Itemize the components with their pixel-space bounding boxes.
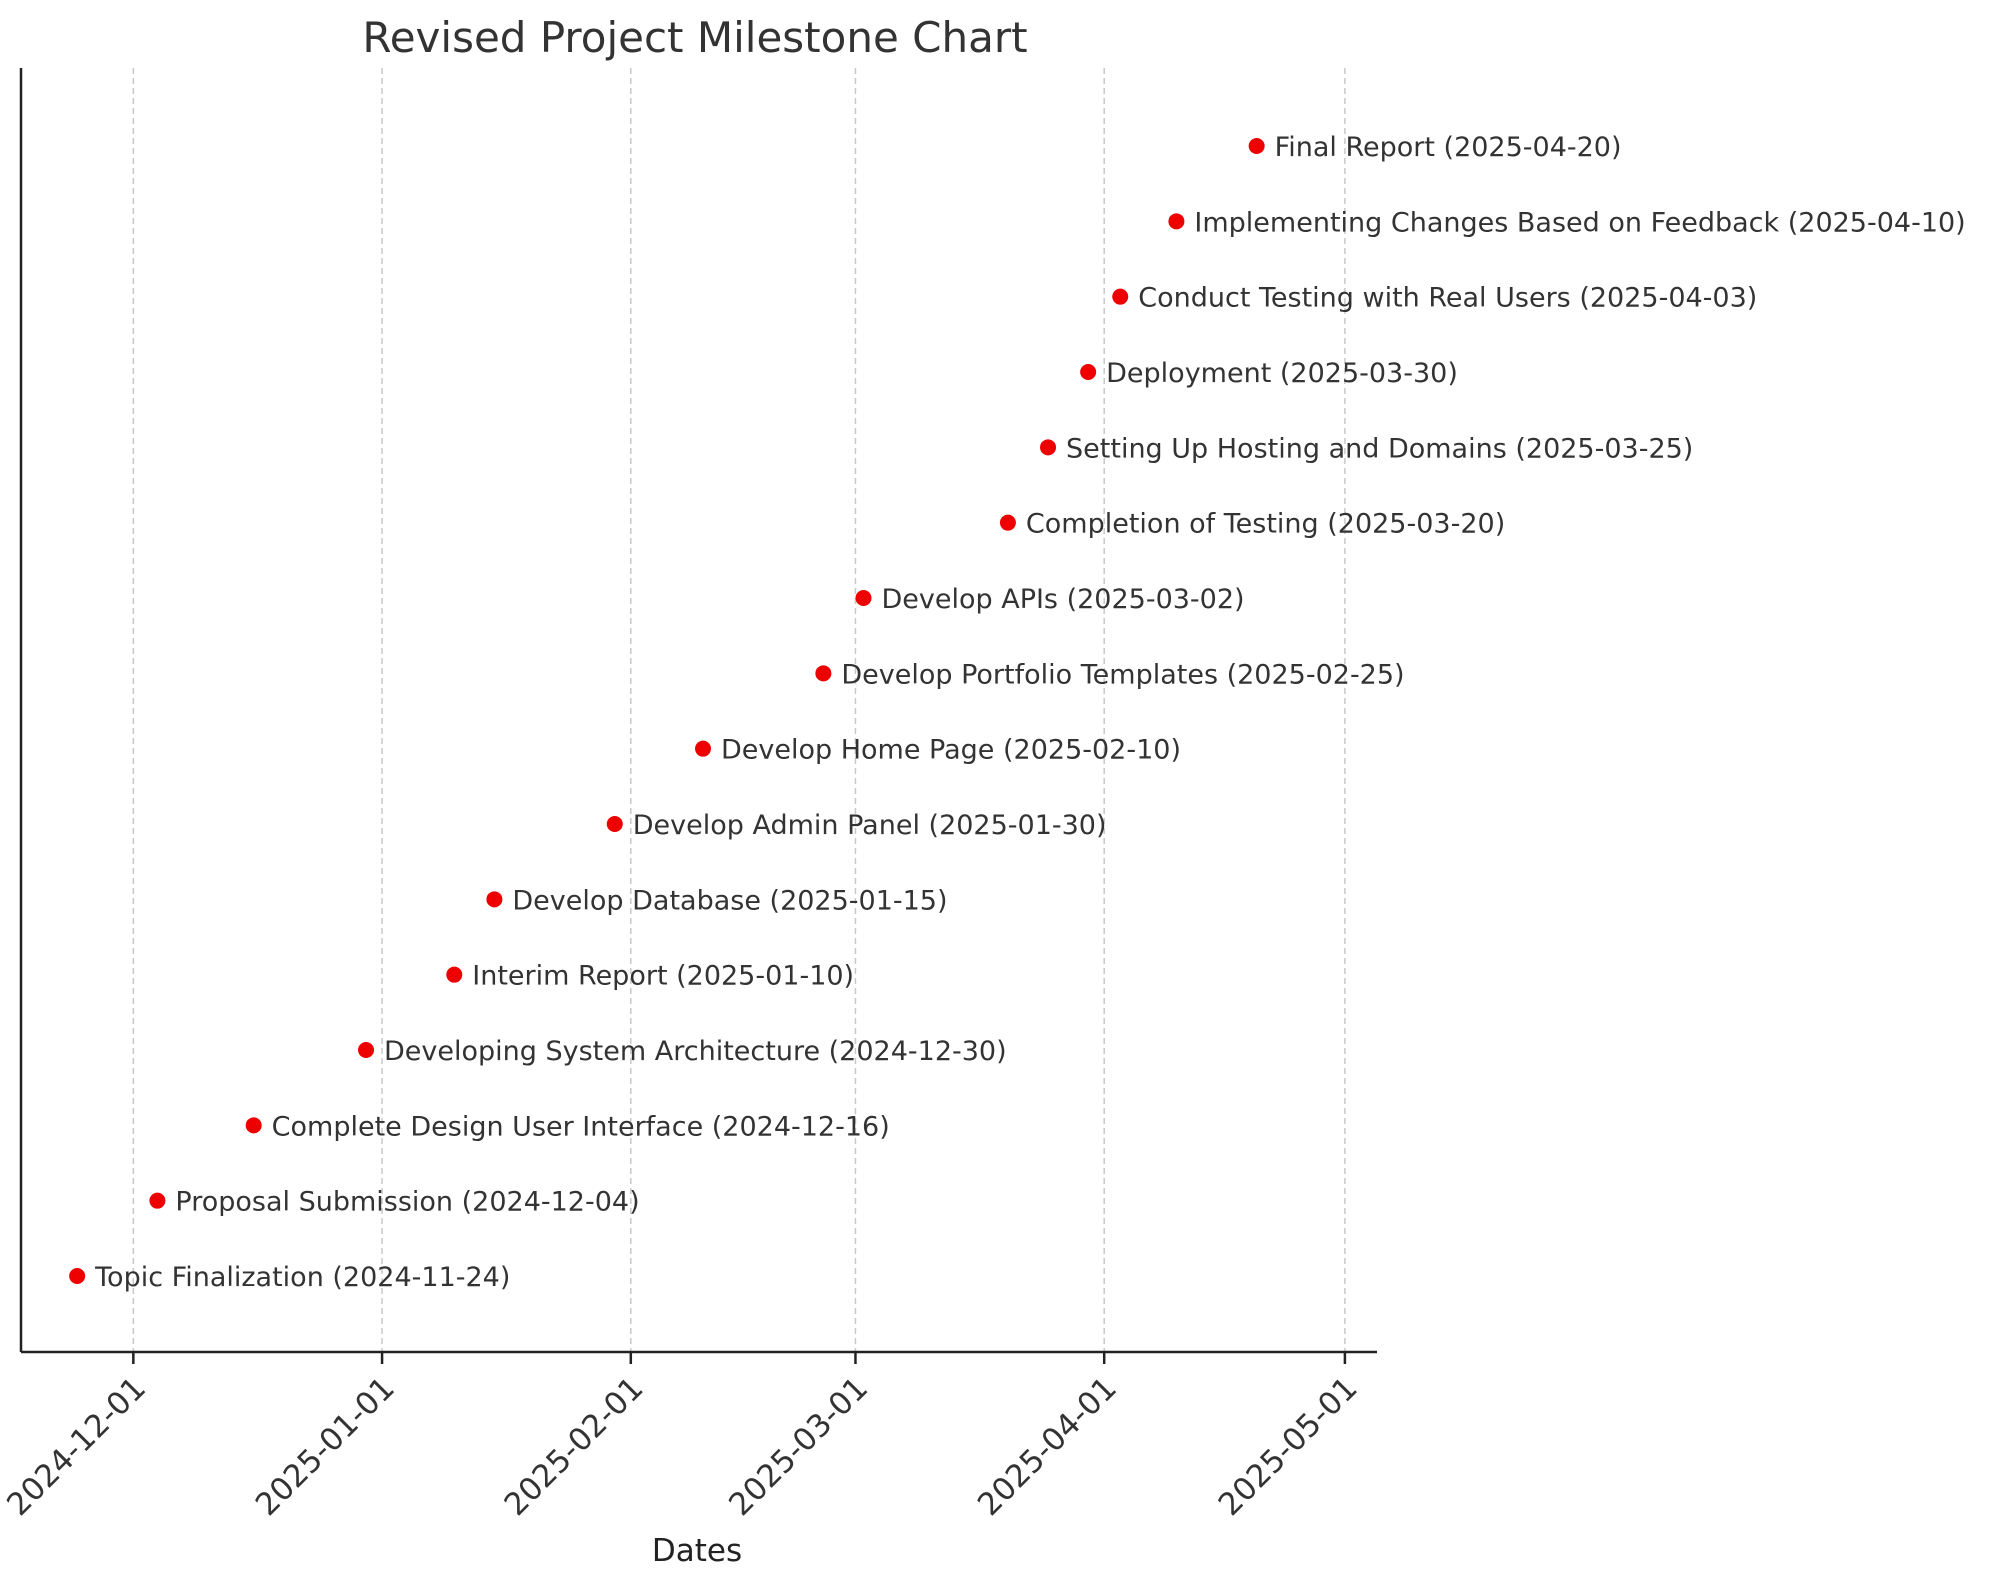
grid-lines: [132, 68, 1346, 1352]
milestone-label: Develop Database (2025-01-15): [512, 885, 947, 916]
chart-title: Revised Project Milestone Chart: [362, 13, 1027, 62]
milestone-point: [69, 1268, 86, 1284]
x-tick-label: 2025-04-01: [971, 1370, 1124, 1523]
milestone-label: Interim Report (2025-01-10): [472, 961, 854, 992]
milestone-label: Implementing Changes Based on Feedback (…: [1194, 207, 1965, 238]
milestone-label: Setting Up Hosting and Domains (2025-03-…: [1066, 433, 1693, 464]
milestone-point: [606, 816, 623, 832]
milestone-points: Topic Finalization (2024-11-24) Proposal …: [69, 132, 1966, 1293]
x-tick-label: 2024-12-01: [0, 1370, 153, 1523]
milestone-label: Developing System Architecture (2024-12-…: [384, 1036, 1007, 1067]
x-axis-label: Dates: [652, 1533, 742, 1569]
milestone-label: Conduct Testing with Real Users (2025-04…: [1138, 283, 1757, 314]
milestone-point: [1112, 288, 1129, 305]
x-axis-ticks: 2024-12-01 2025-01-01 2025-02-01 2025-03-01…: [0, 1352, 1365, 1523]
milestone-label: Develop APIs (2025-03-02): [881, 584, 1244, 615]
x-tick-label: 2025-05-01: [1212, 1370, 1365, 1523]
milestone-point: [486, 891, 503, 908]
milestone-point: [695, 740, 712, 757]
x-tick-label: 2025-01-01: [249, 1370, 402, 1523]
milestone-point: [446, 966, 463, 983]
milestone-label: Completion of Testing (2025-03-20): [1026, 509, 1505, 540]
milestone-point: [999, 514, 1016, 531]
milestone-point: [855, 590, 872, 606]
milestone-point: [358, 1042, 375, 1058]
milestone-point: [815, 665, 832, 682]
milestone-label: Develop Home Page (2025-02-10): [721, 735, 1181, 766]
milestone-label: Topic Finalization (2024-11-24): [94, 1262, 510, 1293]
milestone-label: Proposal Submission (2024-12-04): [175, 1187, 639, 1218]
milestone-point: [245, 1117, 262, 1134]
milestone-label: Develop Admin Panel (2025-01-30): [633, 810, 1107, 841]
milestone-point: [1248, 138, 1265, 154]
milestone-point: [1080, 364, 1097, 380]
milestone-point: [149, 1192, 166, 1209]
milestone-point: [1040, 439, 1057, 456]
milestone-label: Deployment (2025-03-30): [1106, 358, 1458, 389]
milestone-point: [1168, 213, 1185, 230]
milestone-label: Final Report (2025-04-20): [1275, 132, 1622, 163]
x-tick-label: 2025-03-01: [722, 1370, 875, 1523]
milestone-label: Develop Portfolio Templates (2025-02-25): [841, 659, 1404, 690]
x-tick-label: 2025-02-01: [498, 1370, 651, 1523]
milestone-label: Complete Design User Interface (2024-12-…: [272, 1111, 890, 1142]
